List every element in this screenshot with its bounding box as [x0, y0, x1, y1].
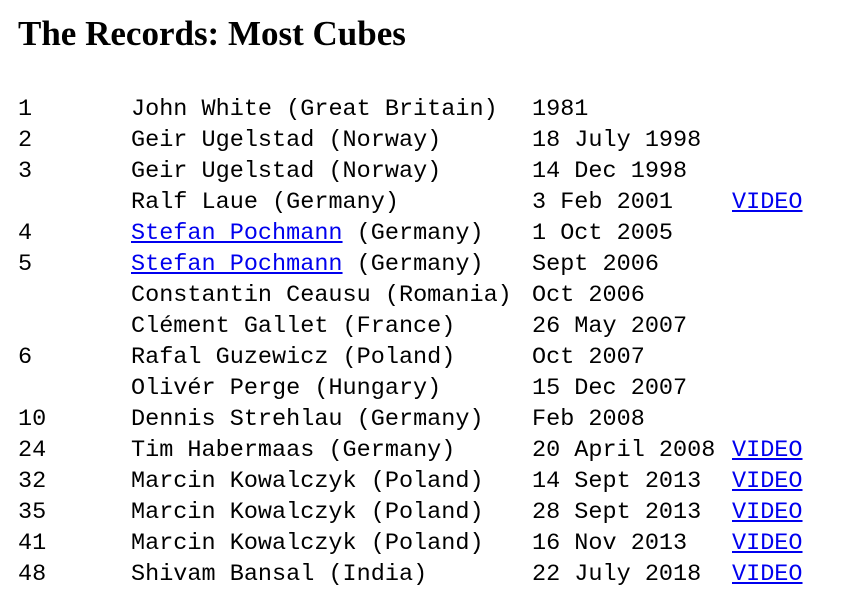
- record-holder: Tim Habermaas (Germany): [131, 435, 455, 466]
- holder-name: Shivam Bansal: [131, 561, 315, 588]
- cube-count: 3: [18, 158, 33, 185]
- record-date: 3 Feb 2001: [532, 189, 674, 216]
- record-holder: Ralf Laue (Germany): [131, 187, 399, 218]
- record-date: 28 Sept 2013: [532, 499, 702, 526]
- holder-country: (Germany): [356, 220, 484, 247]
- video-cell: VIDEO: [732, 559, 803, 590]
- video-cell: VIDEO: [732, 435, 803, 466]
- cube-count: 5: [18, 251, 33, 278]
- record-date: 16 Nov 2013: [532, 530, 688, 557]
- record-holder: Geir Ugelstad (Norway): [131, 156, 441, 187]
- holder-name: Geir Ugelstad: [131, 127, 315, 154]
- record-date: 1981: [532, 96, 589, 123]
- record-date: 22 July 2018: [532, 561, 702, 588]
- video-cell: VIDEO: [732, 497, 803, 528]
- holder-name: Dennis Strehlau: [131, 406, 343, 433]
- video-cell: VIDEO: [732, 466, 803, 497]
- cube-count: 6: [18, 344, 33, 371]
- record-date: 18 July 1998: [532, 127, 702, 154]
- cube-count: 32: [18, 468, 47, 495]
- record-holder: Shivam Bansal (India): [131, 559, 427, 590]
- holder-country: (France): [342, 313, 456, 340]
- cube-count: 48: [18, 561, 47, 588]
- holder-country: (Great Britain): [286, 96, 498, 123]
- holder-name: Marcin Kowalczyk: [131, 530, 357, 557]
- record-holder: Stefan Pochmann (Germany): [131, 249, 484, 280]
- holder-country: (Poland): [370, 530, 484, 557]
- record-date: Sept 2006: [532, 251, 659, 278]
- record-holder: Geir Ugelstad (Norway): [131, 125, 441, 156]
- holder-name: Clément Gallet: [131, 313, 329, 340]
- record-date: Feb 2008: [532, 406, 645, 433]
- holder-country: (Poland): [370, 468, 484, 495]
- holder-country: (Poland): [342, 344, 456, 371]
- holder-country: (Germany): [328, 437, 456, 464]
- holder-name: Marcin Kowalczyk: [131, 468, 357, 495]
- cube-count: 24: [18, 437, 47, 464]
- video-link[interactable]: VIDEO: [732, 468, 803, 495]
- holder-name: Olivér Perge: [131, 375, 301, 402]
- holder-name: Marcin Kowalczyk: [131, 499, 357, 526]
- holder-name-link[interactable]: Stefan Pochmann: [131, 251, 343, 278]
- holder-name: Ralf Laue: [131, 189, 258, 216]
- record-date: 20 April 2008: [532, 437, 716, 464]
- holder-name: Tim Habermaas: [131, 437, 315, 464]
- video-cell: VIDEO: [732, 528, 803, 559]
- record-holder: Marcin Kowalczyk (Poland): [131, 466, 484, 497]
- page-title: The Records: Most Cubes: [18, 14, 406, 53]
- record-date: Oct 2007: [532, 344, 645, 371]
- holder-name: Rafal Guzewicz: [131, 344, 329, 371]
- record-holder: Clément Gallet (France): [131, 311, 455, 342]
- record-date: 14 Sept 2013: [532, 468, 702, 495]
- holder-country: (Poland): [370, 499, 484, 526]
- record-date: Oct 2006: [532, 282, 645, 309]
- video-link[interactable]: VIDEO: [732, 499, 803, 526]
- holder-country: (Romania): [384, 282, 512, 309]
- video-link[interactable]: VIDEO: [732, 561, 803, 588]
- record-date: 1 Oct 2005: [532, 220, 674, 247]
- record-holder: Rafal Guzewicz (Poland): [131, 342, 455, 373]
- cube-count: 1: [18, 96, 33, 123]
- record-date: 26 May 2007: [532, 313, 688, 340]
- holder-country: (Norway): [328, 127, 442, 154]
- holder-name: John White: [131, 96, 273, 123]
- record-holder: Olivér Perge (Hungary): [131, 373, 441, 404]
- video-cell: VIDEO: [732, 187, 803, 218]
- record-holder: Dennis Strehlau (Germany): [131, 404, 484, 435]
- cube-count: 4: [18, 220, 33, 247]
- record-holder: Constantin Ceausu (Romania): [131, 280, 512, 311]
- holder-name-link[interactable]: Stefan Pochmann: [131, 220, 343, 247]
- cube-count: 2: [18, 127, 33, 154]
- record-holder: Stefan Pochmann (Germany): [131, 218, 484, 249]
- record-holder: Marcin Kowalczyk (Poland): [131, 528, 484, 559]
- video-link[interactable]: VIDEO: [732, 437, 803, 464]
- record-holder: Marcin Kowalczyk (Poland): [131, 497, 484, 528]
- holder-country: (India): [328, 561, 428, 588]
- cube-count: 10: [18, 406, 47, 433]
- video-link[interactable]: VIDEO: [732, 530, 803, 557]
- holder-country: (Germany): [356, 251, 484, 278]
- holder-country: (Norway): [328, 158, 442, 185]
- record-date: 15 Dec 2007: [532, 375, 688, 402]
- cube-count: 41: [18, 530, 47, 557]
- holder-country: (Germany): [272, 189, 399, 216]
- holder-country: (Germany): [356, 406, 484, 433]
- video-link[interactable]: VIDEO: [732, 189, 803, 216]
- record-holder: John White (Great Britain): [131, 94, 498, 125]
- holder-country: (Hungary): [314, 375, 442, 402]
- holder-name: Geir Ugelstad: [131, 158, 315, 185]
- record-date: 14 Dec 1998: [532, 158, 688, 185]
- cube-count: 35: [18, 499, 47, 526]
- holder-name: Constantin Ceausu: [131, 282, 371, 309]
